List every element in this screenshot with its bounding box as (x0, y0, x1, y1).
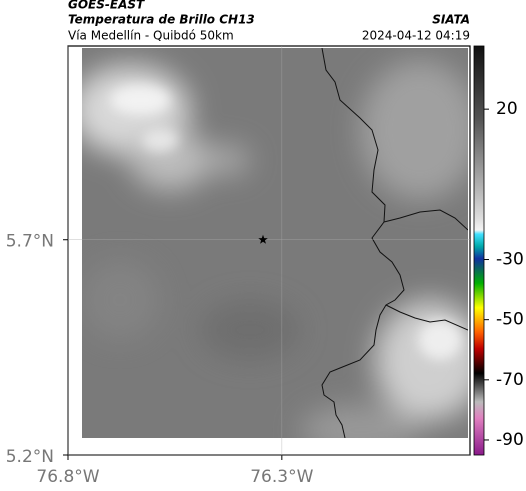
location-marker (258, 234, 268, 244)
title: GOES-EAST (68, 0, 145, 12)
source: SIATA (432, 13, 470, 27)
y-tick-label: 5.2°N (6, 447, 54, 467)
x-tick-label: 76.3°W (250, 467, 313, 487)
colorbar (473, 45, 485, 456)
region: Vía Medellín - Quibdó 50km (68, 29, 234, 43)
colorbar-tick-label: -70 (496, 370, 524, 390)
x-tick-label: 76.8°W (36, 467, 99, 487)
satellite-image (82, 48, 468, 438)
colorbar-tick-label: -30 (496, 250, 524, 270)
y-tick-label: 5.7°N (6, 232, 54, 252)
colorbar-tick-label: -90 (496, 430, 524, 450)
colorbar-tick-label: -50 (496, 310, 524, 330)
colorbar-tick-label: 20 (496, 99, 518, 119)
timestamp: 2024-04-12 04:19 (362, 29, 470, 43)
subtitle: Temperatura de Brillo CH13 (68, 13, 255, 27)
